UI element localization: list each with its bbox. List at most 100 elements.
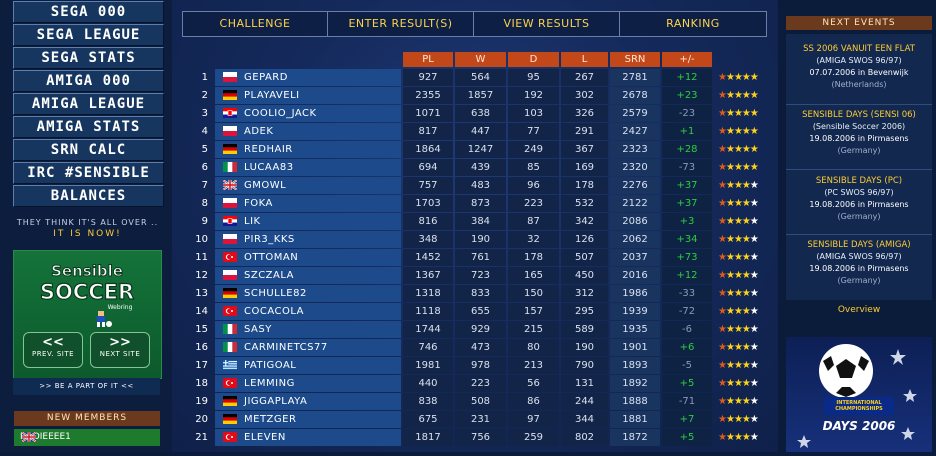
- player-cell[interactable]: PIR3_KKS: [215, 231, 401, 248]
- cell-d: 223: [508, 195, 559, 212]
- star-icon: ★: [749, 396, 759, 407]
- player-name[interactable]: GEPARD: [244, 72, 288, 83]
- player-cell[interactable]: METZGER: [215, 411, 401, 428]
- player-name[interactable]: JIGGAPLAYA: [244, 396, 308, 407]
- star-icon: ★: [733, 360, 743, 371]
- star-icon: ★: [733, 162, 743, 173]
- table-row: 19 JIGGAPLAYA 838 508 86 244 1888 -71 ★★★★★: [172, 393, 778, 411]
- player-name[interactable]: COCACOLA: [244, 306, 304, 317]
- next-site-button[interactable]: >> NEXT SITE: [90, 332, 150, 368]
- star-rating: ★★★★★: [718, 231, 764, 248]
- nav-amiga-000[interactable]: AMIGA 000: [13, 70, 164, 92]
- sensible-soccer-logo[interactable]: Sensible SOCCER Webring: [20, 259, 155, 312]
- star-icon: ★: [741, 360, 751, 371]
- star-icon: ★: [749, 108, 759, 119]
- cell-d: 32: [508, 231, 559, 248]
- player-name[interactable]: CARMINETCS77: [244, 342, 328, 353]
- player-cell[interactable]: OTTOMAN: [215, 249, 401, 266]
- event-item[interactable]: SENSIBLE DAYS (SENSI 06) (Sensible Socce…: [786, 109, 932, 157]
- event-item[interactable]: SS 2006 VANUIT EEN FLAT (AMIGA SWOS 96/9…: [786, 43, 932, 91]
- star-icon: ★: [718, 216, 727, 227]
- new-member-item[interactable]: RUDIEEEE1: [14, 429, 160, 446]
- star-rating: ★★★★★: [718, 123, 764, 140]
- player-name[interactable]: ELEVEN: [244, 432, 286, 443]
- tab-view-results[interactable]: VIEW RESULTS: [474, 12, 620, 36]
- player-name[interactable]: PATIGOAL: [244, 360, 297, 371]
- cell-w: 384: [455, 213, 506, 230]
- player-cell[interactable]: PATIGOAL: [215, 357, 401, 374]
- player-name[interactable]: GMOWL: [244, 180, 287, 191]
- tab-enter-results[interactable]: ENTER RESULT(S): [328, 12, 474, 36]
- player-cell[interactable]: LEMMING: [215, 375, 401, 392]
- cell-d: 192: [508, 87, 559, 104]
- player-cell[interactable]: GMOWL: [215, 177, 401, 194]
- player-name[interactable]: ADEK: [244, 126, 274, 137]
- player-name[interactable]: PIR3_KKS: [244, 234, 295, 245]
- player-name[interactable]: OTTOMAN: [244, 252, 299, 263]
- cell-diff: -72: [662, 303, 712, 320]
- star-icon: ★: [725, 288, 735, 299]
- nav-amiga-league[interactable]: AMIGA LEAGUE: [13, 93, 164, 115]
- cell-l: 450: [561, 267, 608, 284]
- star-rating: ★★★★★: [718, 357, 764, 374]
- player-cell[interactable]: COOLIO_JACK: [215, 105, 401, 122]
- prev-site-button[interactable]: << PREV. SITE: [23, 332, 83, 368]
- player-name[interactable]: SCHULLE82: [244, 288, 307, 299]
- nav-irc-sensible[interactable]: IRC #SENSIBLE: [13, 162, 164, 184]
- player-cell[interactable]: LUCAA83: [215, 159, 401, 176]
- player-cell[interactable]: SZCZALA: [215, 267, 401, 284]
- player-cell[interactable]: GEPARD: [215, 69, 401, 86]
- nav-sega-league[interactable]: SEGA LEAGUE: [13, 24, 164, 46]
- player-name[interactable]: SASY: [244, 324, 272, 335]
- player-name[interactable]: REDHAIR: [244, 144, 293, 155]
- star-rating: ★★★★★: [718, 195, 764, 212]
- event-item[interactable]: SENSIBLE DAYS (PC) (PC SWOS 96/97) 19.08…: [786, 175, 932, 223]
- tab-ranking[interactable]: RANKING: [666, 17, 720, 30]
- star-icon: ★: [741, 288, 751, 299]
- player-cell[interactable]: CARMINETCS77: [215, 339, 401, 356]
- cell-diff: -71: [662, 393, 712, 410]
- nav-sega-000[interactable]: SEGA 000: [13, 1, 164, 23]
- player-cell[interactable]: REDHAIR: [215, 141, 401, 158]
- event-date: 07.07.2006 in Bevenwijk: [809, 68, 909, 77]
- left-sidebar: SEGA 000 SEGA LEAGUE SEGA STATS AMIGA 00…: [0, 0, 172, 452]
- player-cell[interactable]: SCHULLE82: [215, 285, 401, 302]
- player-name[interactable]: LIK: [244, 216, 261, 227]
- new-member-name: RUDIEEEE1: [20, 432, 71, 442]
- player-cell[interactable]: SASY: [215, 321, 401, 338]
- player-name[interactable]: LEMMING: [244, 378, 295, 389]
- star-icon: ★: [733, 252, 743, 263]
- be-part-of-it-link[interactable]: >> BE A PART OF IT <<: [13, 378, 160, 395]
- player-name[interactable]: METZGER: [244, 414, 297, 425]
- player-cell[interactable]: ADEK: [215, 123, 401, 140]
- svg-text:Webring: Webring: [108, 304, 133, 311]
- cell-l: 367: [561, 141, 608, 158]
- event-country: (Germany): [837, 146, 881, 155]
- next-events-title: NEXT EVENTS: [786, 16, 932, 30]
- sensible-days-banner[interactable]: INTERNATIONAL CHAMPIONSHIPS DAYS 2006: [786, 337, 932, 452]
- cell-srn: 1892: [610, 375, 660, 392]
- player-cell[interactable]: ELEVEN: [215, 429, 401, 446]
- player-name[interactable]: LUCAA83: [244, 162, 294, 173]
- cell-w: 223: [455, 375, 506, 392]
- overview-link[interactable]: Overview: [837, 305, 881, 315]
- player-cell[interactable]: COCACOLA: [215, 303, 401, 320]
- player-name[interactable]: SZCZALA: [244, 270, 295, 281]
- nav-balances[interactable]: BALANCES: [13, 185, 164, 207]
- event-item[interactable]: SENSIBLE DAYS (AMIGA) (AMIGA SWOS 96/97)…: [786, 239, 932, 287]
- nav-sega-stats[interactable]: SEGA STATS: [13, 47, 164, 69]
- tab-challenge[interactable]: CHALLENGE: [183, 12, 328, 36]
- player-name[interactable]: FOKA: [244, 198, 273, 209]
- player-cell[interactable]: PLAYAVELI: [215, 87, 401, 104]
- player-cell[interactable]: LIK: [215, 213, 401, 230]
- cell-srn: 1935: [610, 321, 660, 338]
- cell-d: 56: [508, 375, 559, 392]
- nav-amiga-stats[interactable]: AMIGA STATS: [13, 116, 164, 138]
- cell-diff: +37: [662, 177, 712, 194]
- player-name[interactable]: COOLIO_JACK: [244, 108, 317, 119]
- player-cell[interactable]: JIGGAPLAYA: [215, 393, 401, 410]
- player-name[interactable]: PLAYAVELI: [244, 90, 300, 101]
- nav-srn-calc[interactable]: SRN CALC: [13, 139, 164, 161]
- cell-pl: 348: [403, 231, 453, 248]
- player-cell[interactable]: FOKA: [215, 195, 401, 212]
